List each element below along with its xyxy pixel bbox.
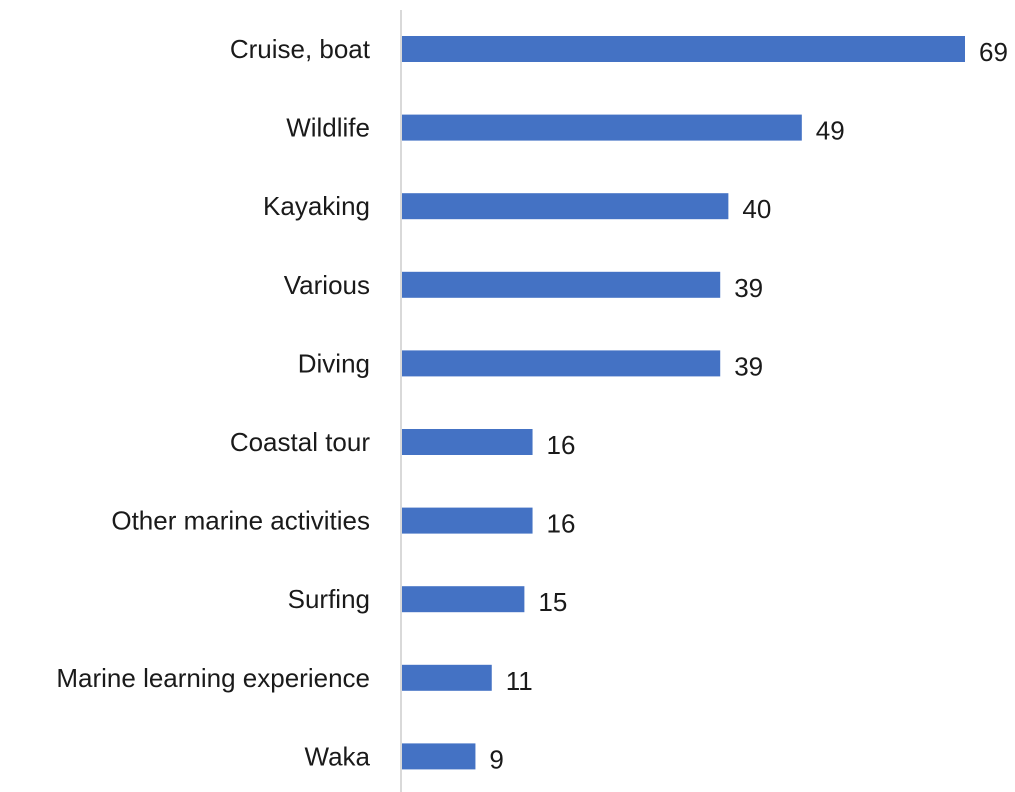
data-label: 15 [538, 587, 567, 617]
data-labels-group: 69 49 40 39 39 16 16 15 11 9 [489, 37, 1007, 774]
category-label: Other marine activities [111, 506, 370, 536]
bar [402, 193, 729, 220]
data-label: 39 [734, 273, 763, 303]
category-label: Various [284, 270, 370, 300]
bar [402, 743, 476, 770]
bar [402, 114, 802, 141]
category-label: Surfing [288, 584, 370, 614]
data-label: 16 [547, 509, 576, 539]
bar [402, 664, 492, 691]
bar [402, 36, 965, 62]
data-label: 49 [816, 116, 845, 146]
data-label: 39 [734, 351, 763, 381]
bar [402, 350, 721, 377]
bar [402, 429, 533, 455]
bar [402, 507, 533, 534]
category-label: Coastal tour [230, 427, 371, 457]
category-label: Marine learning experience [56, 663, 370, 693]
data-label: 9 [489, 744, 503, 774]
bar [402, 586, 525, 613]
data-label: 16 [547, 430, 576, 460]
category-label: Cruise, boat [230, 34, 371, 64]
bars-group [402, 36, 965, 770]
category-label: Diving [298, 348, 370, 378]
category-label: Wildlife [286, 113, 370, 143]
category-label: Kayaking [263, 191, 370, 221]
data-label: 40 [742, 194, 771, 224]
data-label: 11 [506, 666, 533, 696]
category-label: Waka [305, 741, 371, 771]
category-labels-group: Cruise, boat Wildlife Kayaking Various Divin… [56, 34, 370, 771]
data-label: 69 [979, 37, 1008, 67]
bar [402, 271, 721, 298]
